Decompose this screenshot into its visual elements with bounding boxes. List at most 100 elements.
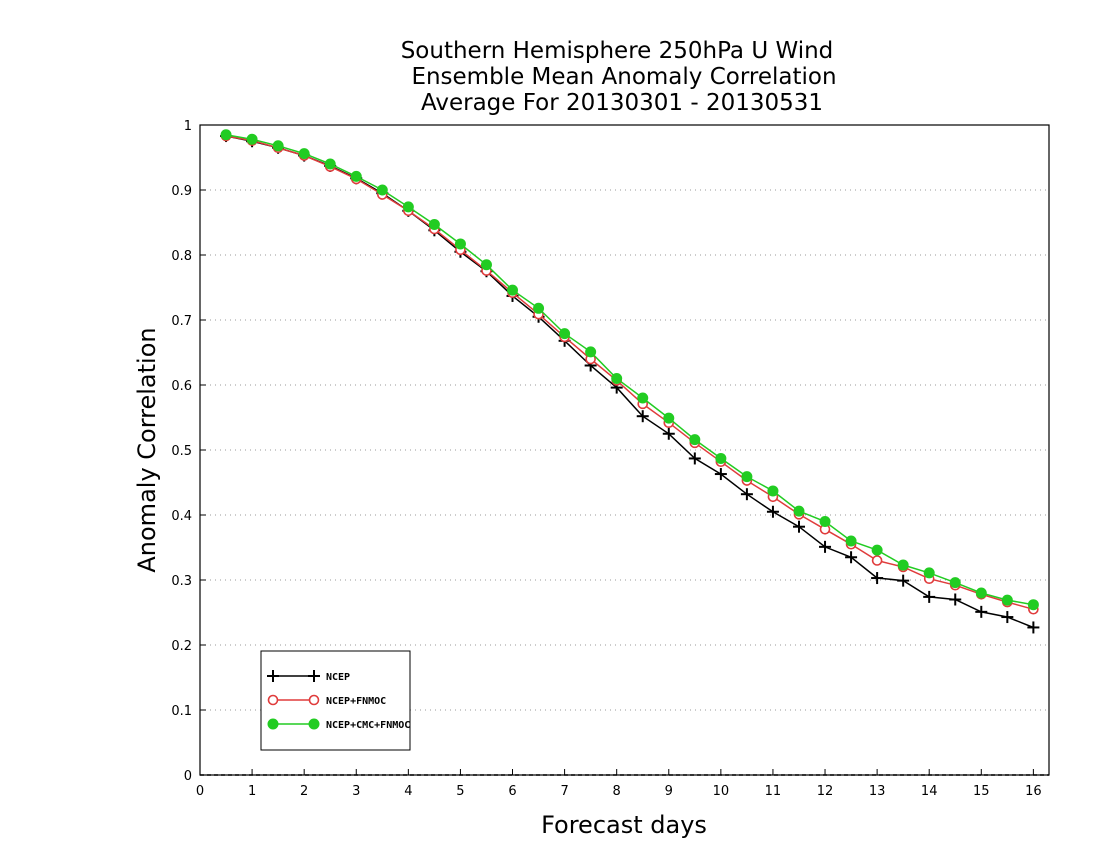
- series-ncep: [220, 130, 1040, 634]
- title-line-1: Southern Hemisphere 250hPa U Wind: [401, 38, 834, 64]
- data-point: [975, 605, 988, 618]
- x-tick-label: 6: [508, 784, 516, 799]
- series-ncep-fnmoc: [220, 130, 1039, 615]
- data-point: [949, 593, 962, 606]
- data-point: [714, 468, 727, 481]
- legend-marker: [267, 694, 279, 706]
- legend-entry: NCEP+FNMOC: [267, 694, 386, 707]
- data-point: [740, 488, 753, 501]
- data-point: [1001, 594, 1013, 606]
- legend-marker: [308, 694, 320, 706]
- y-tick-label: 0.4: [171, 509, 192, 524]
- series-line: [225, 134, 1034, 606]
- legend-marker: [267, 670, 279, 682]
- data-point: [871, 572, 884, 585]
- x-tick-label: 2: [300, 784, 308, 799]
- x-tick-label: 7: [560, 784, 568, 799]
- data-point: [507, 284, 519, 296]
- data-point: [611, 373, 623, 384]
- data-point: [324, 158, 336, 170]
- data-point: [689, 434, 701, 446]
- data-point: [1027, 599, 1039, 611]
- data-point: [923, 567, 935, 579]
- x-tick-label: 0: [196, 784, 204, 799]
- legend-items: NCEP NCEP+FNMOC NCEP+CMC+FNMOC: [267, 670, 410, 731]
- series-line: [225, 135, 1034, 611]
- data-point: [220, 129, 232, 141]
- data-point: [298, 148, 310, 160]
- data-point: [792, 520, 805, 533]
- title-line-3: Average For 20130301 - 20130531: [421, 90, 823, 116]
- data-point: [1001, 611, 1014, 624]
- x-tick-label: 3: [352, 784, 360, 799]
- x-tick-label: 5: [456, 784, 464, 799]
- y-tick-label: 0.8: [171, 249, 192, 264]
- data-point: [1027, 621, 1040, 634]
- data-point: [636, 410, 649, 423]
- data-point: [819, 516, 831, 527]
- data-point: [454, 238, 466, 250]
- data-point: [741, 471, 753, 483]
- y-tick-label: 0.2: [171, 639, 192, 654]
- data-point: [845, 551, 858, 564]
- data-point: [871, 555, 883, 566]
- y-tick-label: 0.1: [171, 704, 192, 719]
- data-point: [793, 505, 805, 517]
- x-axis-label: Forecast days: [541, 811, 707, 839]
- data-point: [715, 452, 727, 464]
- data-point: [637, 392, 649, 404]
- data-point: [663, 412, 675, 424]
- title-line-2: Ensemble Mean Anomaly Correlation: [411, 64, 836, 90]
- y-tick-label: 0.6: [171, 379, 192, 394]
- data-point: [662, 427, 675, 440]
- legend-label: NCEP+FNMOC: [326, 696, 386, 707]
- series-layer: [220, 129, 1040, 634]
- series-line: [225, 135, 1034, 629]
- x-tick-label: 16: [1025, 784, 1042, 799]
- data-point: [559, 328, 571, 340]
- data-point: [428, 218, 440, 230]
- data-point: [585, 346, 597, 358]
- data-point: [272, 140, 284, 152]
- data-point: [845, 535, 857, 547]
- x-tick-label: 15: [973, 784, 990, 799]
- x-tick-label: 10: [713, 784, 730, 799]
- x-tick-label: 9: [665, 784, 673, 799]
- legend-marker: [267, 718, 279, 730]
- y-tick-label: 0.3: [171, 574, 192, 589]
- legend-entry: NCEP+CMC+FNMOC: [267, 718, 410, 731]
- data-point: [533, 302, 545, 314]
- data-point: [688, 452, 701, 465]
- chart-title: Southern Hemisphere 250hPa U Wind Ensemb…: [401, 38, 837, 116]
- data-point: [376, 184, 388, 196]
- y-axis-label: Anomaly Correlation: [133, 327, 161, 572]
- data-point: [402, 201, 414, 213]
- data-point: [923, 590, 936, 603]
- legend-label: NCEP+CMC+FNMOC: [326, 720, 410, 731]
- x-tick-label: 1: [248, 784, 256, 799]
- data-point: [975, 587, 987, 599]
- data-point: [897, 559, 909, 571]
- y-tick-label: 0.7: [171, 314, 192, 329]
- data-point: [819, 540, 832, 553]
- x-tick-label: 14: [921, 784, 938, 799]
- axis-ticks: 00.10.20.30.40.50.60.70.80.910 1 2 3 4 5 6 7 8 9 1…: [171, 119, 1041, 799]
- data-point: [897, 574, 910, 587]
- series-ncep-cmc-fnmoc: [220, 129, 1039, 611]
- x-tick-label: 12: [817, 784, 834, 799]
- legend-entry: NCEP: [267, 670, 350, 683]
- data-point: [246, 133, 258, 145]
- y-tick-label: 0.9: [171, 184, 192, 199]
- data-point: [871, 544, 883, 556]
- legend-marker: [308, 670, 320, 682]
- legend: NCEP NCEP+FNMOC NCEP+CMC+FNMOC: [260, 650, 411, 751]
- data-point: [767, 485, 779, 497]
- x-tick-label: 11: [765, 784, 782, 799]
- x-tick-label: 4: [404, 784, 412, 799]
- x-tick-label: 13: [869, 784, 886, 799]
- y-tick-label: 0.5: [171, 444, 192, 459]
- data-point: [350, 170, 362, 182]
- legend-marker: [308, 718, 320, 730]
- x-tick-label: 8: [613, 784, 621, 799]
